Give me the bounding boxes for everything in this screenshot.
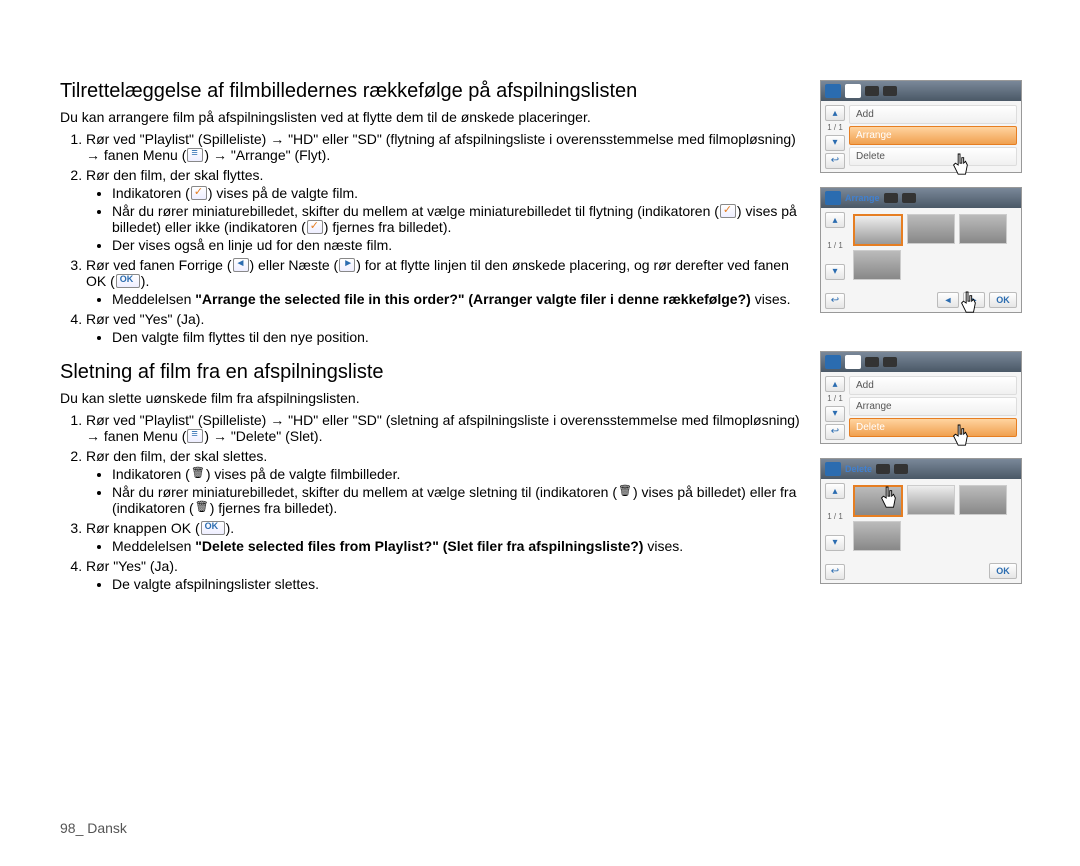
section1-title: Tilrettelæggelse af filmbilledernes rækk… — [60, 80, 800, 103]
tab-icon[interactable] — [825, 355, 841, 369]
thumbnail[interactable] — [907, 485, 955, 515]
back-button[interactable]: ↩ — [825, 293, 845, 309]
menu-item-add[interactable]: Add — [849, 105, 1017, 124]
thumbnail[interactable] — [853, 485, 903, 517]
tab-icon[interactable] — [825, 191, 841, 205]
d-step-1: Rør ved "Playlist" (Spilleliste) → "HD" … — [86, 412, 800, 444]
d-step-4: Rør "Yes" (Ja). De valgte afspilningslis… — [86, 558, 800, 592]
ok-button[interactable]: OK — [989, 292, 1017, 308]
up-button[interactable]: ▴ — [825, 483, 845, 499]
down-button[interactable]: ▾ — [825, 406, 845, 422]
page-indicator: 1 / 1 — [827, 512, 843, 521]
battery-icon — [894, 464, 908, 474]
menu-item-arrange[interactable]: Arrange — [849, 397, 1017, 416]
check-icon — [720, 204, 736, 218]
check-icon — [307, 220, 323, 234]
thumbnail[interactable] — [959, 485, 1007, 515]
section1-intro: Du kan arrangere film på afspilningslist… — [60, 109, 800, 125]
in-indicator — [865, 357, 879, 367]
step-4: Rør ved "Yes" (Ja). Den valgte film flyt… — [86, 311, 800, 345]
down-button[interactable]: ▾ — [825, 264, 845, 280]
page-indicator: 1 / 1 — [827, 123, 843, 132]
menu-icon — [187, 148, 203, 162]
menu-icon — [187, 429, 203, 443]
thumbnail[interactable] — [853, 214, 903, 246]
screen-header: Delete — [821, 459, 1021, 479]
screen-header — [821, 352, 1021, 372]
menu-item-delete[interactable]: Delete — [849, 418, 1017, 437]
screen-delete-menu: ▴ 1 / 1 ▾ ↩ Add Arrange Delete — [820, 351, 1022, 444]
down-button[interactable]: ▾ — [825, 535, 845, 551]
section2-steps: Rør ved "Playlist" (Spilleliste) → "HD" … — [60, 412, 800, 592]
next-icon — [339, 258, 355, 272]
step-3: Rør ved fanen Forrige () eller Næste () … — [86, 257, 800, 307]
back-button[interactable]: ↩ — [825, 564, 845, 580]
ok-icon — [116, 274, 140, 288]
section1-steps: Rør ved "Playlist" (Spilleliste) → "HD" … — [60, 131, 800, 345]
battery-icon — [883, 357, 897, 367]
in-indicator — [865, 86, 879, 96]
back-button[interactable]: ↩ — [825, 153, 845, 169]
thumbnail[interactable] — [959, 214, 1007, 244]
section2-intro: Du kan slette uønskede film fra afspilni… — [60, 390, 800, 406]
trash-icon — [191, 469, 205, 481]
d-step-3: Rør knappen OK (). Meddelelsen "Delete s… — [86, 520, 800, 554]
tab-icon[interactable] — [845, 84, 861, 98]
screen-arrange-thumbs: Arrange ▴ 1 / 1 ▾ ↩ — [820, 187, 1022, 313]
trash-icon — [618, 487, 632, 499]
tab-icon[interactable] — [845, 355, 861, 369]
page-indicator: 1 / 1 — [827, 241, 843, 250]
thumbnail[interactable] — [907, 214, 955, 244]
screen-title: Delete — [845, 464, 872, 474]
tab-icon[interactable] — [825, 462, 841, 476]
menu-item-add[interactable]: Add — [849, 376, 1017, 395]
ok-icon — [201, 521, 225, 535]
screen-arrange-menu: ▴ 1 / 1 ▾ ↩ Add Arrange Delete — [820, 80, 1022, 173]
page-indicator: 1 / 1 — [827, 394, 843, 403]
menu-item-arrange[interactable]: Arrange — [849, 126, 1017, 145]
screen-delete-thumbs: Delete ▴ 1 / 1 ▾ ↩ — [820, 458, 1022, 584]
up-button[interactable]: ▴ — [825, 105, 845, 121]
thumbnail[interactable] — [853, 521, 901, 551]
in-indicator — [884, 193, 898, 203]
back-button[interactable]: ↩ — [825, 424, 845, 440]
screen-header: Arrange — [821, 188, 1021, 208]
prev-button[interactable]: ◄ — [937, 292, 959, 308]
down-button[interactable]: ▾ — [825, 135, 845, 151]
trash-icon — [195, 503, 209, 515]
up-button[interactable]: ▴ — [825, 376, 845, 392]
next-button[interactable]: ► — [963, 292, 985, 308]
section2-title: Sletning af film fra en afspilningsliste — [60, 361, 800, 384]
battery-icon — [902, 193, 916, 203]
screen-header — [821, 81, 1021, 101]
in-indicator — [876, 464, 890, 474]
up-button[interactable]: ▴ — [825, 212, 845, 228]
page-footer: 98_ Dansk — [60, 820, 127, 836]
thumbnail[interactable] — [853, 250, 901, 280]
check-icon — [191, 186, 207, 200]
tab-icon[interactable] — [825, 84, 841, 98]
battery-icon — [883, 86, 897, 96]
step-1: Rør ved "Playlist" (Spilleliste) → "HD" … — [86, 131, 800, 163]
prev-icon — [233, 258, 249, 272]
screen-title: Arrange — [845, 193, 880, 203]
step-2: Rør den film, der skal flyttes. Indikato… — [86, 167, 800, 253]
ok-button[interactable]: OK — [989, 563, 1017, 579]
menu-item-delete[interactable]: Delete — [849, 147, 1017, 166]
d-step-2: Rør den film, der skal slettes. Indikato… — [86, 448, 800, 516]
